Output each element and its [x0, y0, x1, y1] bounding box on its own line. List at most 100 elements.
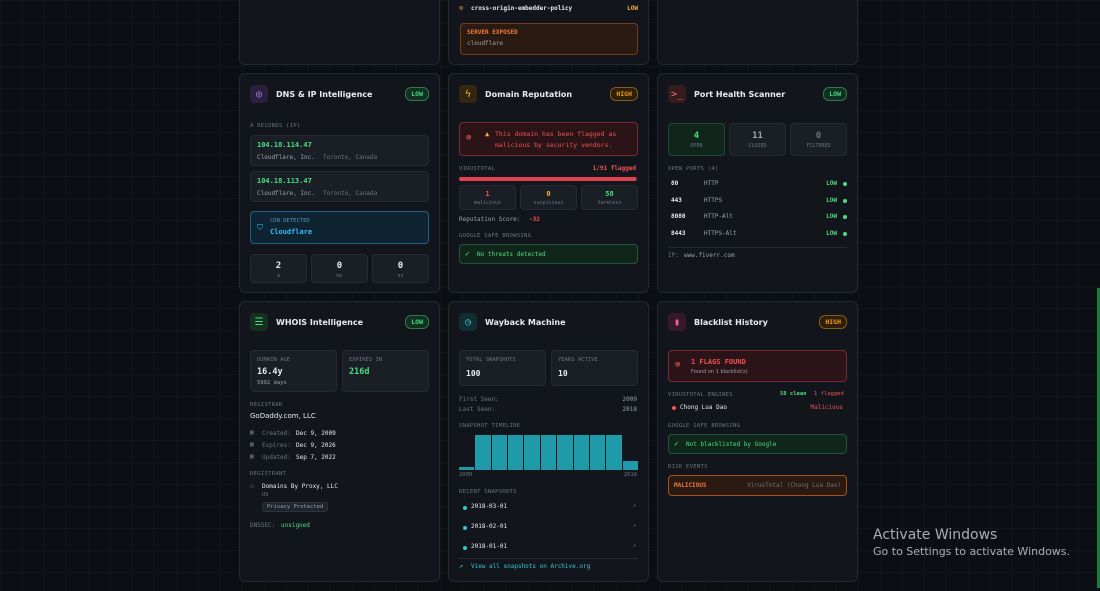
dns-risk-badge: LOW: [405, 87, 429, 101]
external-link-icon[interactable]: ↗: [632, 502, 636, 509]
dns-card-title: DNS & IP Intelligence: [276, 89, 373, 99]
open-ports-label: OPEN PORTS (4): [668, 166, 719, 172]
port-status-dot: [843, 182, 847, 186]
alert-circle-icon: ⊗: [675, 360, 681, 370]
updated-label: Updated:: [262, 454, 291, 461]
external-link-icon[interactable]: ↗: [632, 542, 636, 549]
record-count-key: ns: [397, 273, 404, 279]
port-open-stat: 4 OPEN: [668, 123, 725, 156]
timeline-bar: [524, 435, 540, 470]
port-scanner-card: >_ Port Health Scanner LOW 4 OPEN 11 CLO…: [657, 73, 858, 293]
scroll-indicator[interactable]: [1097, 288, 1100, 588]
snapshot-row[interactable]: 2018-03-01 ↗: [459, 502, 638, 514]
port-service: HTTPS: [704, 197, 723, 204]
vt-malicious-stat: 1 malicious: [459, 185, 516, 210]
globe-icon: ◎: [250, 85, 268, 103]
malicious-alert-text: This domain has been flagged as maliciou…: [495, 130, 617, 149]
server-exposed-box: SERVER EXPOSED cloudflare: [460, 23, 638, 55]
ip-label: IP:: [668, 252, 679, 259]
timeline-bar: [557, 435, 573, 470]
port-row: 80 HTTP LOW: [671, 179, 847, 191]
port-risk: LOW: [826, 197, 837, 204]
snapshot-row[interactable]: 2018-02-01 ↗: [459, 522, 638, 534]
alert-circle-icon: ⊗: [466, 133, 472, 143]
virustotal-label: VIRUSTOTAL: [459, 166, 496, 172]
port-stat-key: FILTERED: [806, 143, 831, 149]
watermark-sub: Go to Settings to activate Windows.: [873, 545, 1071, 558]
timeline-bar: [606, 435, 622, 470]
archive-link[interactable]: View all snapshots on Archive.org: [471, 563, 591, 570]
created-label: Created:: [262, 430, 291, 437]
lightning-icon: ϟ: [459, 85, 477, 103]
vt-stat-key: harmless: [597, 200, 622, 206]
dns-card-header: ◎ DNS & IP Intelligence LOW: [250, 84, 429, 104]
gsb-status-text: No threats detected: [477, 251, 546, 258]
wayback-card-title: Wayback Machine: [485, 317, 566, 327]
port-status-dot: [843, 199, 847, 203]
registrar-value: GoDaddy.com, LLC: [250, 412, 316, 420]
port-stat-key: OPEN: [690, 143, 703, 149]
snapshot-dot: [463, 526, 467, 530]
risk-events-label: RISK EVENTS: [668, 464, 708, 470]
domain-age-label: DOMAIN AGE: [257, 357, 291, 363]
timeline-bar: [573, 435, 589, 470]
bl-gsb-status-text: Not blacklisted by Google: [686, 441, 777, 448]
dnssec-value: unsigned: [281, 522, 310, 529]
external-link-icon[interactable]: ↗: [632, 522, 636, 529]
dnssec-label: DNSSEC:: [250, 522, 276, 529]
flags-found-box: ⊗ 1 FLAGS FOUND Found on 1 blacklist(s): [668, 350, 847, 382]
registrant-label: REGISTRANT: [250, 471, 287, 477]
warning-icon: ▲: [485, 130, 490, 138]
port-risk: LOW: [826, 180, 837, 187]
port-number: 8080: [671, 213, 686, 220]
cdn-detected-box: ⛉ CDN DETECTED Cloudflare: [250, 211, 429, 244]
port-risk: LOW: [826, 213, 837, 220]
recent-snapshots-label: RECENT SNAPSHOTS: [459, 489, 517, 495]
port-filtered-stat: 0 FILTERED: [790, 123, 847, 156]
a-records-label: A RECORDS (IP): [250, 123, 301, 129]
blacklist-card-title: Blacklist History: [694, 317, 768, 327]
port-stat-value: 11: [752, 131, 763, 141]
check-circle-icon: ✓: [465, 249, 470, 258]
first-seen-value: 2009: [622, 396, 637, 403]
snapshot-row[interactable]: 2018-01-01 ↗: [459, 542, 638, 554]
terminal-icon: >_: [668, 85, 686, 103]
years-active-label: YEARS ACTIVE: [558, 357, 598, 363]
port-divider: [668, 247, 847, 248]
port-row: 8443 HTTPS-Alt LOW: [671, 229, 847, 241]
a-record-ip: 104.18.113.47: [257, 177, 312, 185]
vt-harmless-stat: 58 harmless: [581, 185, 638, 210]
archive-link-icon[interactable]: ↗: [459, 562, 464, 570]
user-icon: ⚇: [250, 482, 255, 490]
calendar-icon: ▦: [250, 441, 254, 448]
vt-stat-value: 0: [546, 190, 551, 198]
snapshot-dot: [463, 506, 467, 510]
virustotal-flagged: 1/91 flagged: [592, 165, 636, 172]
timeline-bar: [475, 435, 491, 470]
virustotal-bar: [459, 177, 638, 181]
port-number: 443: [671, 197, 682, 204]
a-record-ip: 104.18.114.47: [257, 141, 312, 149]
snapshot-date: 2018-01-01: [471, 543, 508, 550]
registrant-value: Domains By Proxy, LLC: [262, 483, 338, 490]
record-count-a: 2 a: [250, 254, 307, 283]
reputation-card: ϟ Domain Reputation HIGH ⊗ ▲ This domain…: [448, 73, 649, 293]
vt-engines-label: VIRUSTOTAL ENGINES: [668, 392, 734, 398]
vt-suspicious-stat: 0 suspicious: [520, 185, 577, 210]
calendar-icon: ▦: [250, 429, 254, 436]
expires-date-label: Expires:: [262, 442, 291, 449]
registrant-country: US: [262, 492, 269, 498]
port-service: HTTP-Alt: [704, 213, 733, 220]
header-check-icon: ⊙: [459, 4, 464, 12]
gsb-status-box: ✓ No threats detected: [459, 244, 638, 264]
record-count-ns: 0 ns: [372, 254, 429, 283]
engines-clean: 58 clean: [780, 391, 807, 397]
check-circle-icon: ✓: [674, 439, 679, 448]
top-right-card: [657, 0, 858, 65]
timeline-bar: [459, 466, 475, 470]
updated-value: Sep 7, 2022: [296, 454, 336, 461]
blacklist-card: ▮ Blacklist History HIGH ⊗ 1 FLAGS FOUND…: [657, 301, 858, 582]
ip-value: www.fiverr.com: [684, 252, 735, 259]
virustotal-bar-fill: [459, 177, 637, 181]
engine-name: Chong Lua Dao: [680, 404, 727, 411]
